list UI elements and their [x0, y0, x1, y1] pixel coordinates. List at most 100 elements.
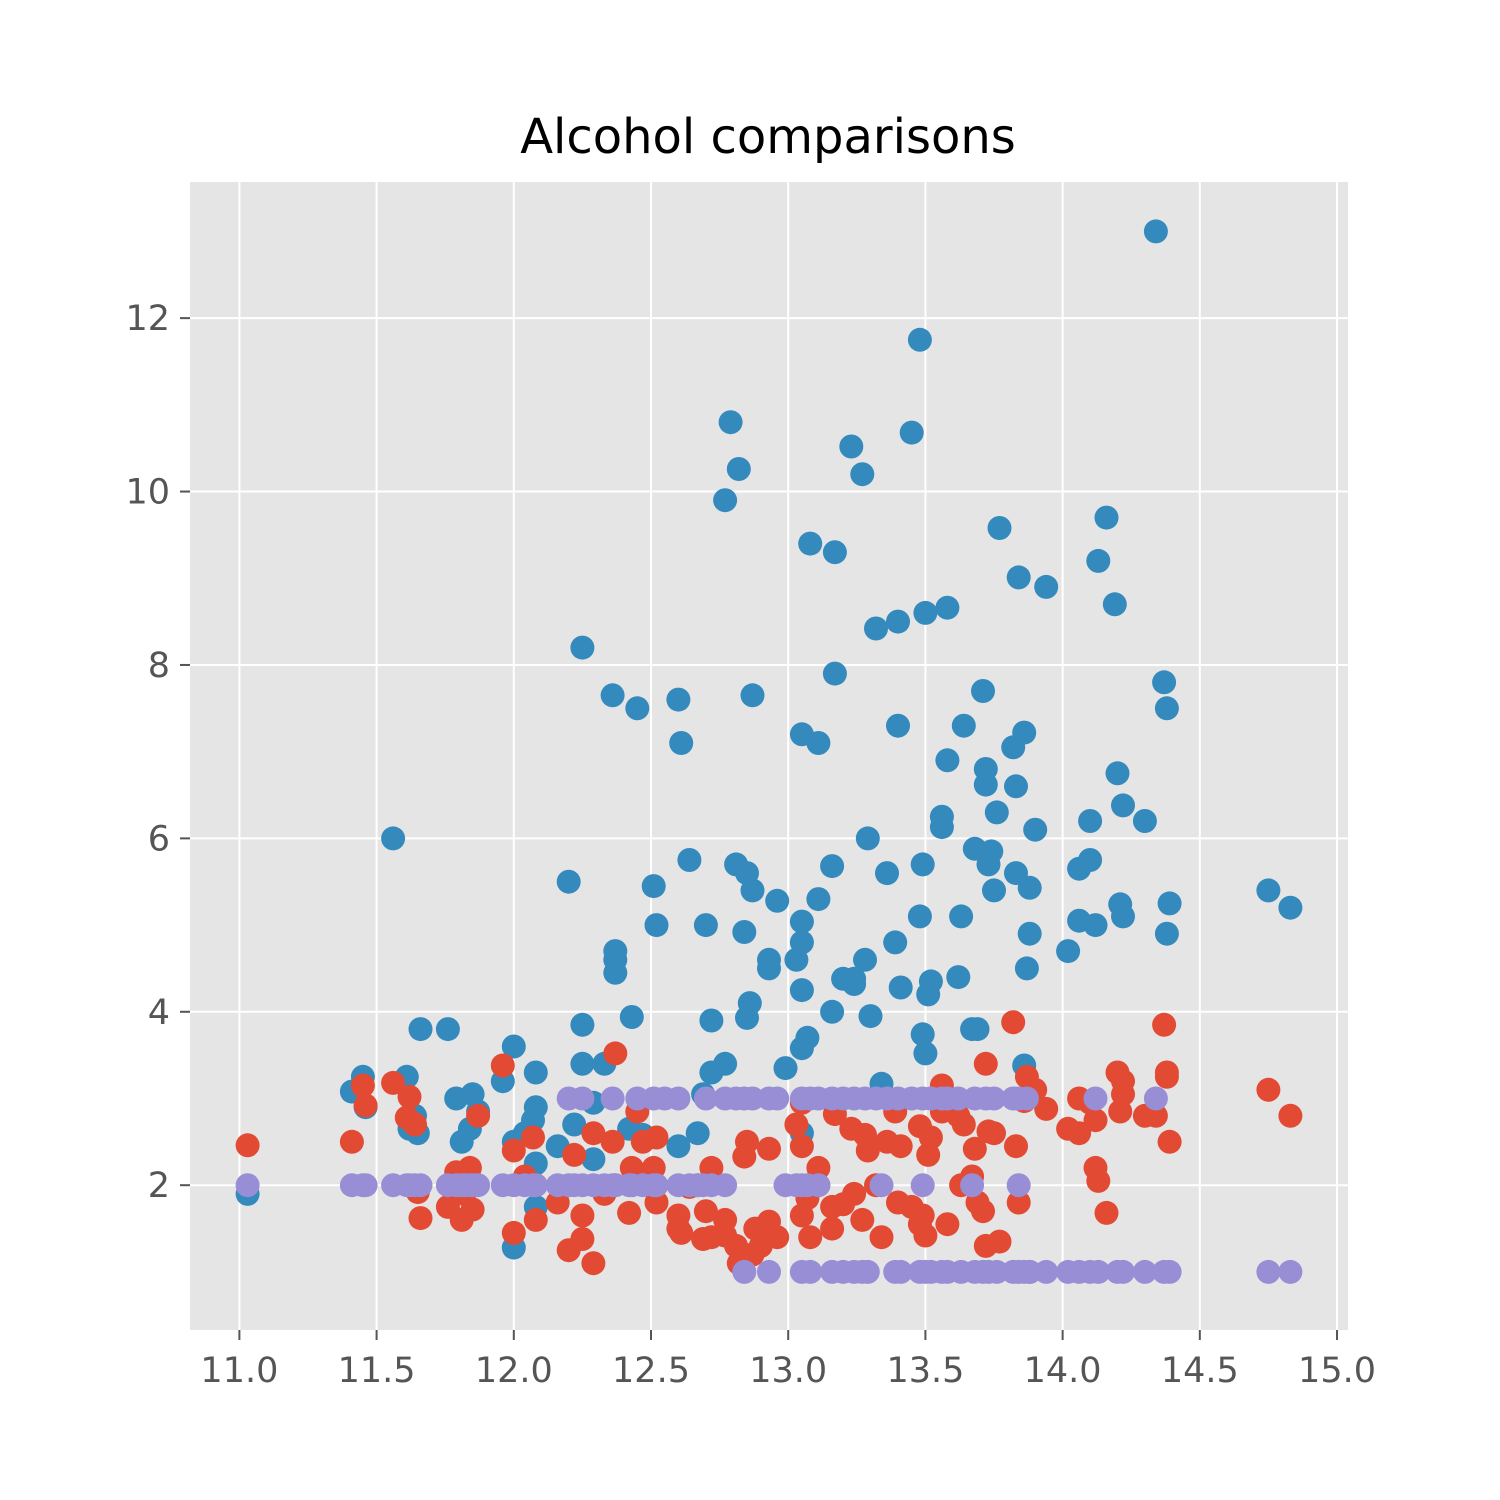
- y-tick-label: 8: [148, 646, 170, 686]
- scatter-point: [910, 1203, 935, 1228]
- scatter-point: [521, 1125, 545, 1150]
- scatter-point: [732, 920, 757, 944]
- scatter-point: [1004, 774, 1028, 799]
- scatter-point: [883, 930, 908, 955]
- scatter-point: [562, 1112, 587, 1137]
- scatter-point: [693, 1086, 718, 1111]
- scatter-point: [765, 1086, 790, 1111]
- series-layer: [235, 219, 1303, 1284]
- scatter-point: [984, 800, 1009, 825]
- scatter-point: [951, 1112, 976, 1137]
- scatter-point: [732, 1259, 757, 1284]
- scatter-point: [666, 687, 691, 712]
- scatter-point: [910, 1173, 935, 1198]
- scatter-point: [625, 1086, 650, 1111]
- scatter-point: [1157, 1259, 1182, 1284]
- scatter-point: [381, 1070, 406, 1095]
- scatter-point: [435, 1017, 460, 1042]
- scatter-point: [982, 878, 1006, 903]
- scatter-point: [842, 1181, 867, 1206]
- scatter-point: [570, 1086, 595, 1111]
- scatter-point: [913, 1041, 938, 1066]
- y-tick-label: 10: [125, 473, 170, 513]
- scatter-point: [842, 966, 867, 991]
- x-tick-label: 12.0: [475, 1351, 553, 1391]
- scatter-point: [918, 969, 943, 994]
- scatter-point: [740, 683, 765, 708]
- scatter-point: [987, 516, 1012, 540]
- scatter-point: [855, 1138, 880, 1163]
- scatter-point: [971, 1199, 995, 1224]
- scatter-point: [1154, 921, 1179, 946]
- scatter-point: [735, 1129, 759, 1154]
- scatter-point: [960, 1173, 985, 1198]
- scatter-point: [460, 1197, 485, 1222]
- scatter-point: [822, 661, 847, 686]
- scatter-point: [1034, 1096, 1059, 1121]
- y-tick-label: 12: [125, 299, 170, 339]
- scatter-point: [869, 1225, 894, 1250]
- scatter-point: [971, 679, 995, 703]
- scatter-point: [1278, 1259, 1303, 1284]
- scatter-point: [853, 947, 877, 972]
- scatter-point: [1034, 1259, 1059, 1284]
- scatter-point: [946, 965, 971, 990]
- scatter-point: [466, 1173, 491, 1198]
- scatter-point: [641, 874, 666, 899]
- scatter-point: [899, 420, 924, 445]
- scatter-point: [789, 930, 814, 955]
- scatter-point: [973, 772, 998, 797]
- scatter-point: [1105, 761, 1130, 786]
- scatter-point: [699, 1008, 724, 1033]
- scatter-point: [1086, 1259, 1111, 1284]
- scatter-point: [740, 1086, 765, 1111]
- scatter-point: [693, 1199, 718, 1224]
- scatter-point: [617, 1200, 642, 1225]
- scatter-point: [669, 1220, 694, 1245]
- scatter-point: [350, 1073, 375, 1098]
- scatter-point: [1094, 505, 1119, 530]
- scatter-point: [1094, 1200, 1119, 1225]
- scatter-point: [1078, 809, 1103, 833]
- scatter-point: [1157, 1129, 1182, 1154]
- scatter-point: [235, 1173, 260, 1198]
- scatter-point: [910, 852, 935, 877]
- scatter-point: [1086, 1168, 1111, 1193]
- scatter-point: [1083, 1086, 1108, 1111]
- scatter-point: [644, 913, 669, 938]
- scatter-point: [490, 1053, 515, 1078]
- scatter-point: [545, 1190, 570, 1215]
- scatter-point: [962, 1136, 987, 1161]
- scatter-point: [822, 540, 847, 565]
- scatter-point: [858, 1004, 883, 1029]
- scatter-point: [886, 609, 910, 634]
- scatter-point: [581, 1121, 606, 1146]
- scatter-point: [907, 327, 932, 352]
- scatter-point: [501, 1138, 526, 1163]
- scatter-point: [666, 1134, 691, 1159]
- scatter-point: [523, 1207, 548, 1232]
- scatter-point: [789, 909, 814, 934]
- scatter-point: [1012, 720, 1037, 745]
- scatter-point: [1278, 895, 1303, 920]
- scatter-point: [669, 731, 694, 755]
- scatter-point: [644, 1173, 669, 1198]
- scatter-point: [600, 683, 625, 708]
- scatter-point: [403, 1112, 427, 1137]
- scatter-point: [1083, 913, 1108, 938]
- scatter-point: [1086, 548, 1111, 573]
- scatter-point: [757, 1259, 781, 1284]
- scatter-point: [973, 1051, 998, 1076]
- scatter-point: [1111, 793, 1135, 818]
- scatter-point: [353, 1173, 378, 1198]
- scatter-point: [806, 1155, 831, 1180]
- scatter-point: [408, 1206, 433, 1231]
- scatter-point: [982, 1121, 1006, 1146]
- x-tick-label: 11.0: [200, 1351, 278, 1391]
- scatter-point: [1154, 696, 1179, 721]
- scatter-point: [726, 457, 751, 481]
- scatter-point: [987, 1229, 1012, 1254]
- scatter-point: [600, 1086, 625, 1111]
- series-3: [235, 1086, 1303, 1284]
